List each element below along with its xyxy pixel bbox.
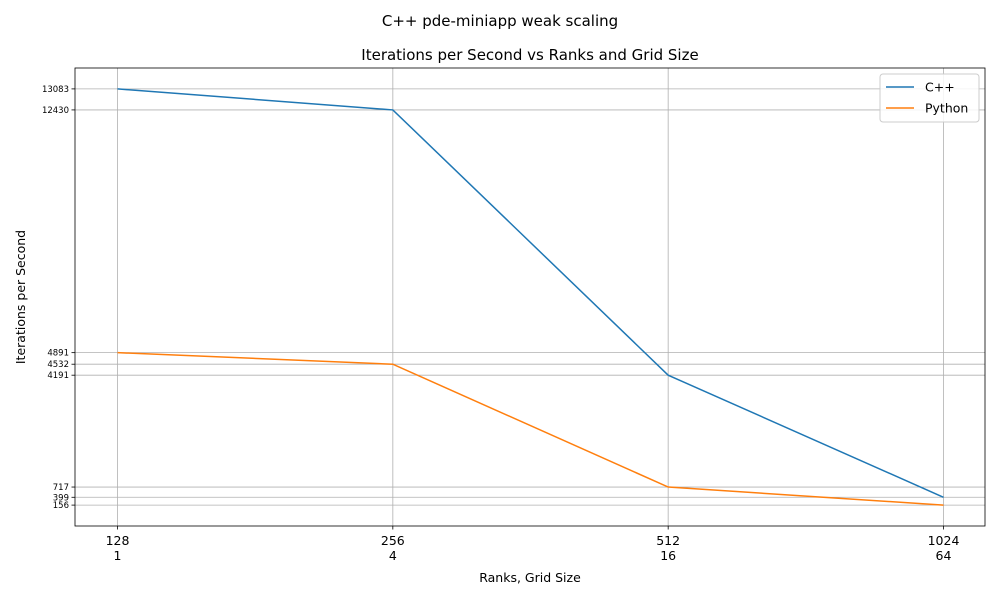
x-tick-label: 16	[660, 548, 676, 563]
x-tick-label: 64	[936, 548, 952, 563]
x-tick-label: 1	[114, 548, 122, 563]
y-tick-label: 156	[53, 501, 69, 511]
y-tick-label: 717	[53, 483, 69, 493]
legend-box	[879, 73, 980, 123]
legend-label: C++	[925, 80, 955, 95]
y-tick-label: 4191	[47, 371, 69, 381]
y-tick-label: 4532	[47, 360, 69, 370]
legend-label: Python	[925, 101, 968, 116]
y-tick-label: 399	[53, 493, 69, 503]
legend: C++ Python	[879, 73, 980, 123]
plot-frame	[74, 67, 986, 527]
figure-suptitle: C++ pde-miniapp weak scaling	[382, 12, 618, 30]
x-tick-label: 1024	[928, 533, 960, 548]
x-tick-label: 256	[381, 533, 405, 548]
x-axis-label: Ranks, Grid Size	[479, 570, 581, 585]
grid-layer	[75, 68, 985, 526]
y-tick-label: 4891	[47, 349, 69, 359]
x-tick-label: 4	[389, 548, 397, 563]
y-tick-label: 13083	[42, 85, 69, 95]
series-layer	[117, 88, 944, 506]
series-line-cpp	[117, 88, 944, 498]
series-line-python	[117, 351, 944, 506]
chart-title: Iterations per Second vs Ranks and Grid …	[361, 46, 698, 64]
x-tick-label: 128	[106, 533, 130, 548]
y-axis-label: Iterations per Second	[13, 230, 28, 364]
x-tick-label: 512	[656, 533, 680, 548]
y-tick-label: 12430	[42, 106, 69, 116]
